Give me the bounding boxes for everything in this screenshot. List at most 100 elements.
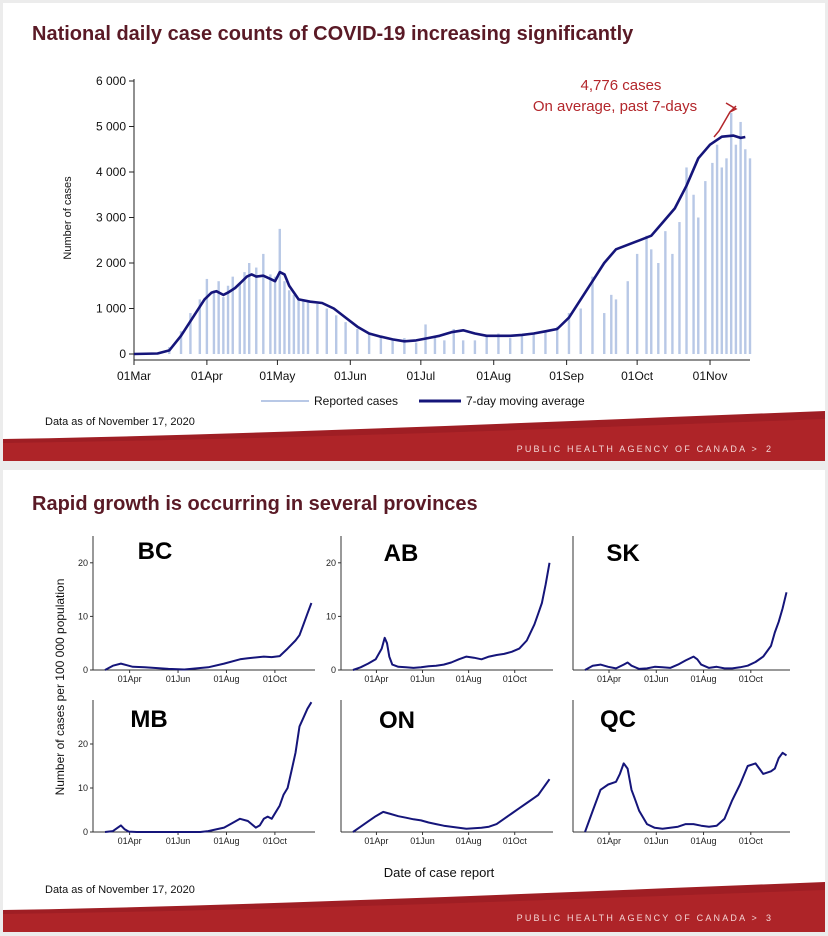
province-title: ON [379,707,415,734]
annotation-bracket [713,102,738,138]
province-rate-line [104,701,313,833]
case-bar [748,158,752,354]
y-tick-label: 5 000 [96,120,126,134]
y-axis-label: Number of cases [62,176,74,260]
province-rate-line [584,592,788,671]
case-bar [497,333,500,354]
y-tick-label: 4 000 [96,165,126,179]
case-bar [248,263,251,354]
province-rate-line [352,562,551,671]
reported-case-bars [156,112,752,354]
x-tick-label: 01Oct [621,369,654,383]
case-bar [556,326,559,354]
case-bar [603,313,606,354]
case-bar [226,285,230,354]
x-tick-label: 01Apr [597,836,621,846]
case-bar [461,340,465,354]
case-bar [302,299,305,354]
x-tick-label: 01Apr [597,674,621,684]
x-tick-label: 01Jun [334,369,367,383]
x-tick-label: 01Jun [410,674,435,684]
case-bar [711,162,714,354]
footer-band [3,411,825,461]
case-bar [645,235,648,354]
case-bar [356,328,359,354]
case-bar [255,267,258,354]
y-tick-label: 10 [78,783,88,793]
case-bar [544,331,547,354]
footer-band [3,882,825,932]
case-bar [367,333,371,354]
x-tick-label: 01Jun [166,836,191,846]
case-bar [273,276,277,354]
case-bar [591,276,594,354]
x-axis-label: Date of case report [384,865,495,880]
x-tick-label: 01Jun [644,836,669,846]
province-title: QC [600,706,636,733]
footer-page-number: 2 [765,444,771,454]
x-tick-label: 01Nov [693,369,728,383]
case-bar [485,335,488,354]
x-tick-label: 01Apr [118,836,142,846]
y-tick-label: 2 000 [96,256,126,270]
case-bar [744,149,747,354]
case-bar [278,228,281,354]
case-bar [520,334,524,354]
case-bar [283,281,286,354]
case-bar [739,121,742,354]
axes: 0 1 000 2 000 3 000 4 000 5 000 6 000 01Mar 01Ap… [96,74,750,383]
case-bar [391,340,394,354]
x-tick-label: 01Aug [691,674,717,684]
case-bar [262,253,265,354]
province-panel-qc: QC 01Apr 01Jun 01Aug 01Oct [572,700,790,846]
case-bar [414,342,418,354]
case-bar [231,276,234,354]
case-bar [720,167,723,354]
province-title: MB [130,706,167,733]
footer-agency: PUBLIC HEALTH AGENCY OF CANADA > [516,444,759,454]
case-bar [610,294,613,354]
y-tick-label: 20 [78,558,88,568]
legend-average-label: 7-day moving average [466,394,585,408]
slide-title: National daily case counts of COVID-19 i… [32,23,634,45]
slide-provinces: Rapid growth is occurring in several pro… [3,470,825,932]
case-bar [626,281,629,354]
x-tick-label: 01Jun [644,674,669,684]
moving-average-line [133,134,746,356]
case-bar [657,263,660,354]
province-panel-bc: BC 0 10 20 01Apr 01Jun 01Aug 01Oct [78,536,315,684]
case-bar [452,328,455,354]
x-tick-label: 01Apr [191,369,223,383]
case-bar [297,299,300,354]
y-tick-label: 1 000 [96,302,126,316]
case-bar [729,112,733,354]
case-bar [379,336,383,354]
y-tick-label: 20 [326,558,336,568]
case-bar [443,340,446,354]
case-bar [671,253,674,354]
x-tick-label: 01Apr [364,836,388,846]
case-bar [344,322,347,354]
footer-agency: PUBLIC HEALTH AGENCY OF CANADA > [516,913,759,923]
case-bar [579,308,582,354]
data-date-note: Data as of November 17, 2020 [45,884,195,896]
y-tick-label: 0 [83,827,88,837]
province-title: BC [138,538,173,565]
case-bar [334,315,338,354]
x-tick-label: 01Oct [503,674,528,684]
footer-page-number: 3 [765,913,771,923]
case-bar [508,338,512,354]
province-title: AB [384,540,419,567]
case-bar [316,303,319,354]
case-bar [212,290,216,354]
case-bar [325,308,328,354]
case-bar [614,299,618,354]
x-tick-label: 01Mar [117,369,151,383]
case-bar [650,249,653,354]
provincial-charts: Number of cases per 100 000 population D… [53,536,790,880]
case-bar [715,144,719,354]
annotation-cases: 4,776 cases [581,77,662,94]
y-tick-label: 10 [326,611,336,621]
x-tick-label: 01Aug [213,836,239,846]
case-bar [697,217,700,354]
